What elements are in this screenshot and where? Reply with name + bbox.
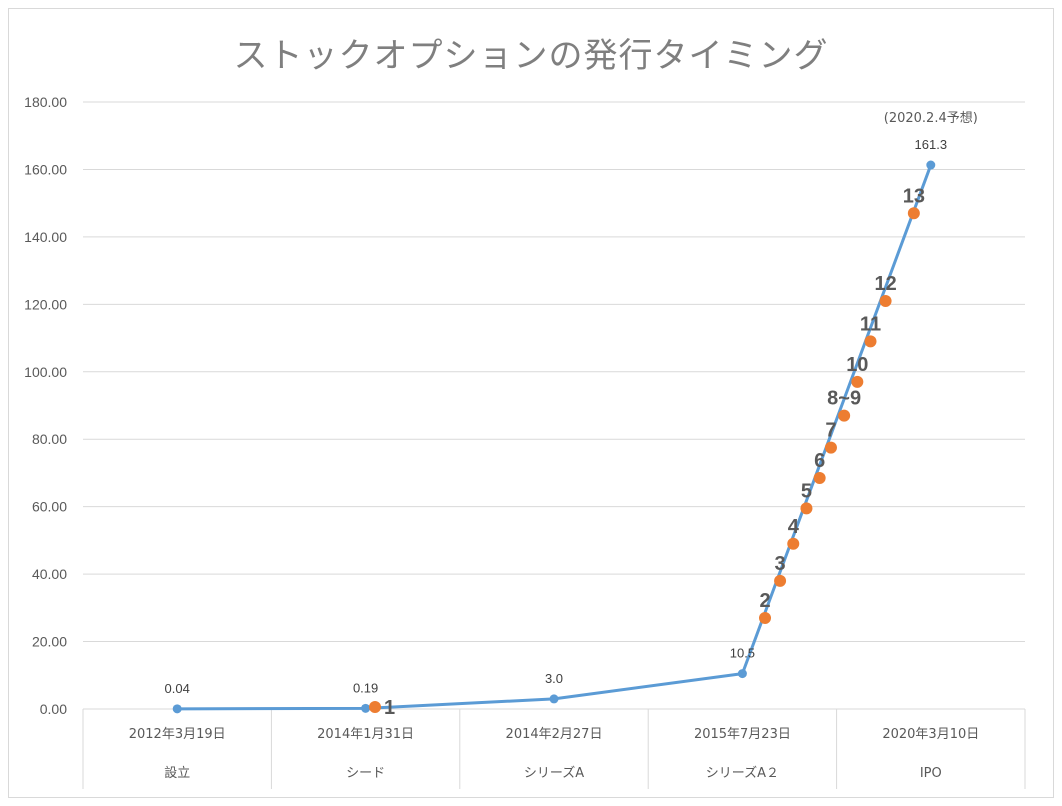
y-tick-label: 80.00 — [32, 431, 67, 447]
x-category-date: 2012年3月19日 — [129, 727, 226, 742]
x-category-stage: シード — [346, 766, 385, 781]
data-point — [361, 703, 371, 713]
y-tick-label: 120.00 — [24, 296, 67, 312]
issuance-marker — [759, 611, 772, 624]
issuance-label: 11 — [860, 313, 881, 335]
y-tick-label: 100.00 — [24, 364, 67, 380]
issuance-marker — [838, 409, 851, 422]
issuance-label: 10 — [846, 354, 868, 376]
data-label: 0.19 — [353, 680, 378, 695]
chart-title: ストックオプションの発行タイミング — [233, 36, 829, 76]
data-point — [926, 160, 936, 170]
y-tick-label: 20.00 — [32, 634, 67, 650]
data-point — [549, 694, 559, 704]
issuance-label: 7 — [825, 420, 836, 442]
issuance-marker — [907, 207, 920, 220]
data-label: 161.3 — [915, 137, 948, 152]
y-tick-label: 140.00 — [24, 229, 67, 245]
issuance-label: 1 — [384, 697, 395, 719]
issuance-label: 3 — [775, 553, 786, 575]
issuance-marker — [851, 375, 864, 388]
issuance-marker — [813, 472, 826, 485]
data-label: 10.5 — [730, 646, 755, 661]
x-category-date: 2014年1月31日 — [317, 727, 414, 742]
issuance-marker — [800, 502, 813, 515]
data-point — [737, 669, 747, 679]
y-tick-label: 40.00 — [32, 566, 67, 582]
issuance-label: 5 — [801, 480, 812, 502]
issuance-label: 4 — [788, 516, 800, 538]
issuance-marker — [864, 335, 877, 348]
issuance-marker — [824, 441, 837, 454]
x-category-stage: シリーズA２ — [706, 765, 779, 781]
issuance-marker — [774, 574, 787, 587]
chart-frame — [8, 8, 1054, 798]
issuance-label: 13 — [903, 185, 925, 207]
y-tick-label: 180.00 — [24, 94, 67, 110]
issuance-label: 6 — [814, 450, 825, 472]
data-label: 3.0 — [545, 671, 563, 686]
y-tick-label: 160.00 — [24, 161, 67, 177]
issuance-marker — [879, 294, 892, 307]
series-line — [177, 164, 933, 711]
data-point — [172, 704, 182, 714]
x-category-date: 2015年7月23日 — [694, 727, 791, 742]
issuance-label: 8~9 — [827, 388, 861, 410]
x-category-date: 2014年2月27日 — [506, 727, 603, 742]
x-category-stage: 設立 — [164, 765, 190, 781]
x-category-stage: シリーズA — [524, 765, 584, 781]
data-label: 0.04 — [165, 681, 190, 696]
y-tick-label: 0.00 — [40, 701, 67, 717]
x-category-stage: IPO — [920, 766, 942, 781]
forecast-annotation: (2020.2.4予想) — [884, 110, 978, 126]
issuance-marker — [369, 700, 382, 713]
issuance-label: 12 — [874, 273, 896, 295]
issuance-marker — [787, 537, 800, 550]
issuance-label: 2 — [759, 590, 770, 612]
x-category-date: 2020年3月10日 — [882, 727, 979, 742]
y-tick-label: 60.00 — [32, 499, 67, 515]
